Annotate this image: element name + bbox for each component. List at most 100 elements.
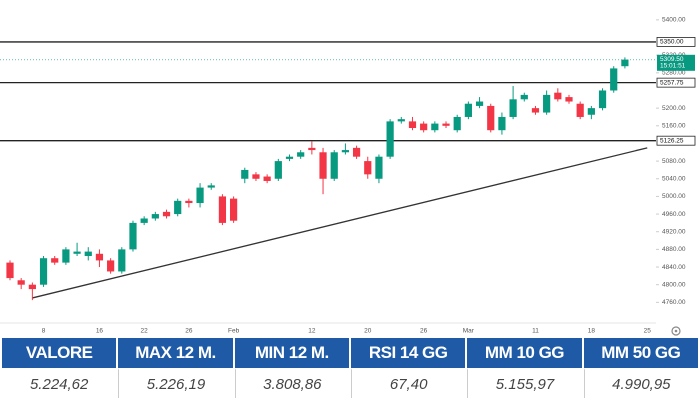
candle-body bbox=[274, 161, 282, 179]
x-tick-label: 8 bbox=[42, 328, 46, 335]
value-cell: 5.155,97 bbox=[467, 368, 582, 398]
table-body: 5.224,62 5.226,19 3.808,86 67,40 5.155,97 4.9… bbox=[2, 368, 698, 398]
candle-body bbox=[475, 101, 484, 106]
level-label-box bbox=[656, 77, 696, 88]
candle-body bbox=[51, 258, 59, 263]
value-cell: 4.990,95 bbox=[583, 368, 698, 398]
candle-body bbox=[73, 251, 81, 254]
y-tick-label: 4840.00 bbox=[662, 264, 686, 271]
table-row: 5.224,62 5.226,19 3.808,86 67,40 5.155,97 4.9… bbox=[2, 368, 698, 398]
chart: 4760.00 4800.00 4840.00 4880.00 4920.00 4960.… bbox=[0, 17, 696, 336]
x-tick-label: 20 bbox=[364, 328, 372, 335]
y-tick-label: 4920.00 bbox=[662, 228, 686, 235]
x-tick-label: 11 bbox=[532, 328, 539, 335]
header-cell: MAX 12 M. bbox=[118, 338, 233, 368]
y-tick-label: 5280.00 bbox=[662, 70, 686, 77]
candle-body bbox=[543, 94, 551, 113]
candle-body bbox=[207, 185, 215, 188]
y-tick-label: 4880.00 bbox=[662, 246, 686, 253]
candle-body bbox=[118, 249, 126, 272]
candle-body bbox=[397, 119, 405, 122]
candle-body bbox=[252, 174, 260, 179]
y-tick-label: 5000.00 bbox=[662, 193, 686, 200]
x-tick-label: Feb bbox=[228, 328, 240, 335]
candle-body bbox=[576, 103, 584, 117]
candle-body bbox=[341, 150, 349, 153]
header-row: VALORE MAX 12 M. MIN 12 M. RSI 14 GG MM 10 G… bbox=[2, 338, 698, 368]
candle-body bbox=[285, 156, 294, 159]
candle-body bbox=[151, 214, 159, 219]
last-price-time: 15:01:51 bbox=[660, 63, 686, 70]
candle-body bbox=[319, 152, 327, 179]
candle-body bbox=[610, 68, 618, 91]
candle-body bbox=[308, 147, 316, 151]
candle-body bbox=[565, 97, 573, 102]
header-cell: RSI 14 GG bbox=[350, 338, 466, 368]
value-cell: 5.226,19 bbox=[118, 368, 233, 398]
header-cell: MM 10 GG bbox=[467, 338, 582, 368]
candle-body bbox=[487, 105, 495, 131]
candle-body bbox=[6, 262, 14, 279]
candle-body bbox=[218, 196, 227, 223]
value-cell: 5.224,62 bbox=[2, 368, 117, 398]
candle-body bbox=[241, 169, 249, 179]
x-tick-label: 26 bbox=[185, 328, 193, 335]
candle-body bbox=[62, 249, 70, 263]
candle-body bbox=[162, 211, 171, 217]
y-tick-label: 4800.00 bbox=[662, 281, 686, 288]
candle-body bbox=[107, 260, 115, 272]
y-tick-label: 5160.00 bbox=[662, 123, 686, 130]
candle-body bbox=[364, 161, 372, 175]
candle-body bbox=[263, 176, 271, 181]
candle-body bbox=[95, 253, 104, 261]
candle-body bbox=[352, 147, 361, 157]
x-tick-label: 18 bbox=[588, 328, 596, 335]
candle-body bbox=[386, 121, 394, 157]
candle-body bbox=[196, 187, 204, 204]
level-label-box bbox=[656, 135, 696, 146]
candle-body bbox=[375, 156, 383, 179]
candle-body bbox=[39, 258, 48, 285]
header-cell: VALORE bbox=[2, 338, 117, 368]
y-tick-label: 5040.00 bbox=[662, 175, 686, 182]
y-tick-label: 5200.00 bbox=[662, 105, 686, 112]
candle-body bbox=[297, 152, 305, 157]
candle-body bbox=[442, 123, 450, 126]
x-tick-label: 22 bbox=[141, 328, 149, 335]
x-tick-label: 16 bbox=[96, 328, 104, 335]
value-cell: 3.808,86 bbox=[234, 368, 349, 398]
last-price-label: 5309.50 bbox=[660, 56, 684, 63]
candle-body bbox=[554, 92, 562, 100]
candle-body bbox=[408, 121, 417, 128]
candle-body bbox=[520, 94, 528, 100]
candle-body bbox=[140, 218, 148, 223]
stats-table: VALORE MAX 12 M. MIN 12 M. RSI 14 GG MM 10 G… bbox=[0, 338, 700, 398]
candle-body bbox=[174, 200, 182, 215]
level-label-box bbox=[656, 37, 696, 47]
x-tick-label: 25 bbox=[644, 328, 652, 335]
header-cell: MIN 12 M. bbox=[234, 338, 349, 368]
candle-body bbox=[230, 198, 238, 221]
candle-body bbox=[531, 108, 540, 113]
y-tick-label: 4760.00 bbox=[662, 299, 686, 306]
x-tick-label: 26 bbox=[420, 328, 428, 335]
value-cell: 67,40 bbox=[350, 368, 466, 398]
candle-body bbox=[453, 116, 461, 131]
candle-body bbox=[621, 59, 629, 67]
candle-body bbox=[464, 103, 472, 117]
candle-body bbox=[431, 123, 439, 131]
candle-body bbox=[17, 280, 25, 285]
candle-body bbox=[587, 108, 595, 115]
candle-body bbox=[129, 222, 137, 250]
candle-body bbox=[598, 90, 607, 109]
y-tick-label: 4960.00 bbox=[662, 211, 686, 218]
candle-body bbox=[84, 251, 92, 256]
level-label: 5126.25 bbox=[660, 137, 684, 144]
last-price-box bbox=[657, 54, 695, 71]
settings-icon[interactable] bbox=[671, 326, 681, 336]
y-tick-label: 5400.00 bbox=[662, 17, 686, 24]
y-tick-label: 5080.00 bbox=[662, 158, 686, 165]
candle-body bbox=[509, 99, 517, 117]
candle-body bbox=[185, 200, 193, 204]
